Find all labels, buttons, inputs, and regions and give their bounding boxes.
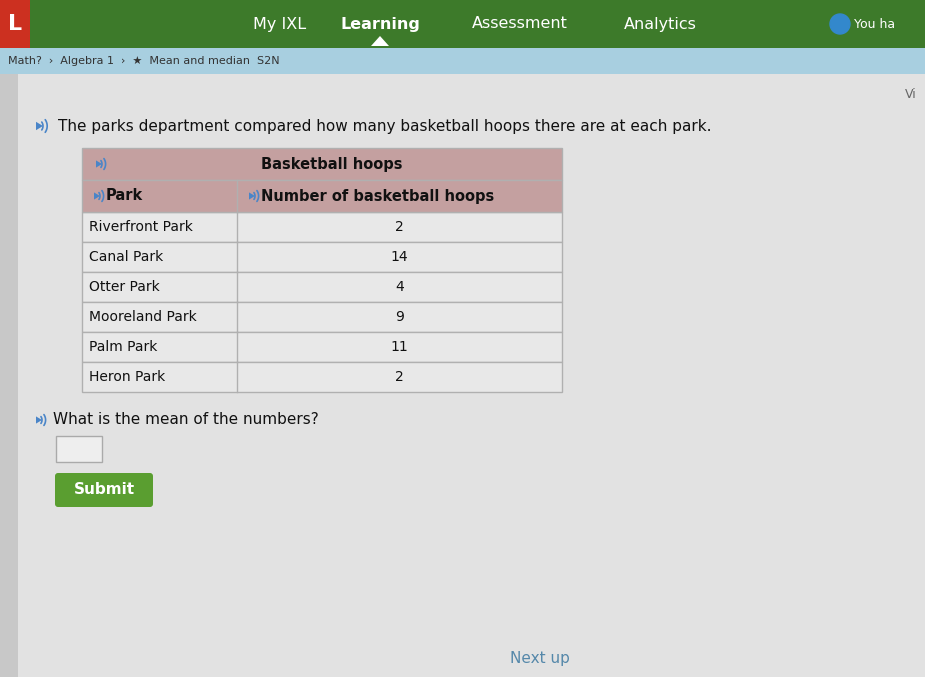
Text: Assessment: Assessment	[472, 16, 568, 32]
Text: Palm Park: Palm Park	[89, 340, 157, 354]
Text: Mooreland Park: Mooreland Park	[89, 310, 197, 324]
Polygon shape	[94, 192, 100, 200]
Text: L: L	[8, 14, 22, 34]
Text: The parks department compared how many basketball hoops there are at each park.: The parks department compared how many b…	[58, 118, 711, 133]
Text: Submit: Submit	[73, 483, 134, 498]
Text: 4: 4	[395, 280, 404, 294]
FancyBboxPatch shape	[82, 332, 562, 362]
Circle shape	[830, 14, 850, 34]
Text: Heron Park: Heron Park	[89, 370, 166, 384]
Text: Basketball hoops: Basketball hoops	[261, 156, 402, 171]
FancyBboxPatch shape	[82, 302, 562, 332]
FancyBboxPatch shape	[82, 242, 562, 272]
Text: What is the mean of the numbers?: What is the mean of the numbers?	[53, 412, 319, 427]
Polygon shape	[96, 160, 102, 168]
Polygon shape	[36, 122, 43, 130]
FancyBboxPatch shape	[0, 0, 925, 48]
FancyBboxPatch shape	[82, 148, 562, 180]
Text: Canal Park: Canal Park	[89, 250, 163, 264]
Text: 2: 2	[395, 220, 404, 234]
Text: 2: 2	[395, 370, 404, 384]
Text: 14: 14	[390, 250, 408, 264]
Text: My IXL: My IXL	[253, 16, 306, 32]
FancyBboxPatch shape	[82, 212, 562, 242]
Polygon shape	[249, 192, 255, 200]
Text: Number of basketball hoops: Number of basketball hoops	[261, 188, 494, 204]
Text: Math?  ›  Algebra 1  ›  ★  Mean and median  S2N: Math? › Algebra 1 › ★ Mean and median S2…	[8, 56, 279, 66]
FancyBboxPatch shape	[0, 48, 925, 74]
FancyBboxPatch shape	[82, 272, 562, 302]
FancyBboxPatch shape	[82, 362, 562, 392]
Text: Otter Park: Otter Park	[89, 280, 160, 294]
FancyBboxPatch shape	[56, 436, 102, 462]
FancyBboxPatch shape	[0, 0, 30, 48]
Text: Riverfront Park: Riverfront Park	[89, 220, 193, 234]
Text: Next up: Next up	[510, 651, 570, 666]
Text: 9: 9	[395, 310, 404, 324]
Text: Vi: Vi	[906, 88, 917, 101]
FancyBboxPatch shape	[82, 180, 562, 212]
Text: Analytics: Analytics	[623, 16, 697, 32]
Text: Park: Park	[106, 188, 143, 204]
Polygon shape	[371, 36, 389, 46]
Polygon shape	[36, 416, 42, 424]
FancyBboxPatch shape	[18, 74, 925, 677]
Text: You ha: You ha	[854, 18, 895, 30]
Text: Learning: Learning	[340, 16, 420, 32]
Text: 11: 11	[390, 340, 408, 354]
FancyBboxPatch shape	[55, 473, 153, 507]
